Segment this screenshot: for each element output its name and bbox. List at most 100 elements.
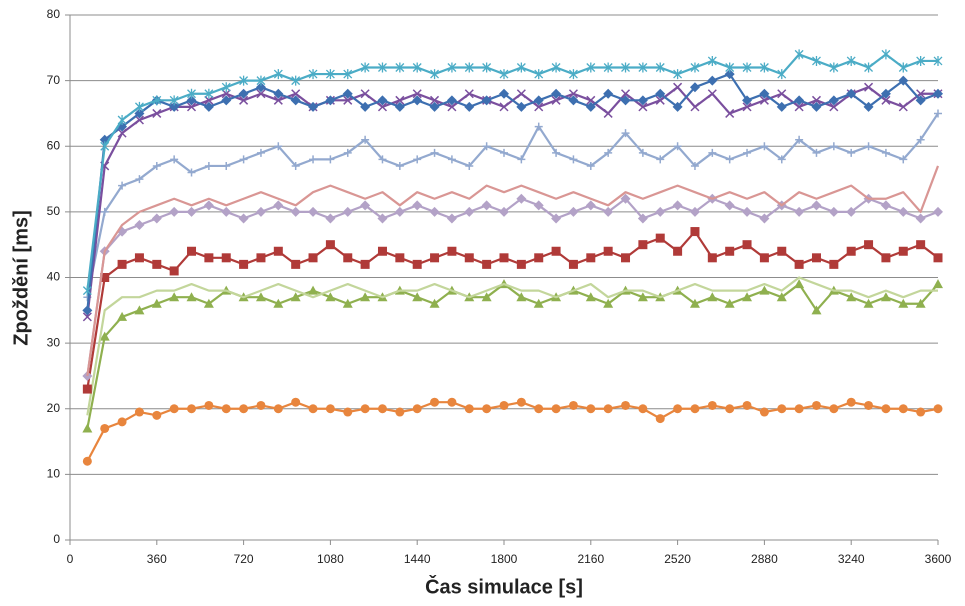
marker	[621, 129, 630, 138]
marker	[343, 253, 353, 263]
marker	[829, 404, 839, 414]
marker	[899, 155, 908, 164]
marker	[482, 142, 491, 151]
marker	[342, 206, 353, 217]
marker	[134, 220, 145, 230]
marker	[325, 213, 336, 224]
marker	[100, 141, 110, 152]
marker	[707, 55, 717, 66]
marker	[898, 298, 909, 308]
marker	[447, 102, 457, 112]
marker	[794, 102, 804, 112]
marker	[169, 404, 179, 414]
y-tick-label: 80	[47, 7, 61, 21]
marker	[898, 246, 908, 256]
marker	[707, 400, 717, 410]
marker	[360, 259, 370, 269]
marker	[273, 88, 284, 99]
marker	[916, 407, 926, 417]
marker	[915, 95, 926, 106]
marker	[864, 62, 874, 73]
marker	[343, 95, 353, 105]
marker	[620, 193, 631, 204]
marker	[360, 404, 370, 414]
marker	[881, 49, 891, 60]
marker	[846, 88, 857, 99]
marker	[447, 246, 457, 256]
marker	[412, 292, 423, 302]
marker	[152, 95, 162, 106]
marker	[551, 213, 562, 224]
marker	[585, 292, 596, 302]
marker	[499, 206, 509, 217]
marker	[239, 75, 249, 86]
marker	[187, 246, 197, 256]
marker	[291, 259, 301, 269]
marker	[118, 181, 127, 190]
marker	[759, 285, 770, 295]
marker	[603, 206, 614, 217]
marker	[777, 69, 787, 80]
marker	[360, 101, 371, 112]
marker	[134, 253, 144, 263]
marker	[343, 148, 352, 157]
marker	[898, 206, 909, 217]
marker	[360, 89, 370, 99]
marker	[864, 142, 873, 151]
marker	[846, 206, 857, 217]
marker	[464, 101, 475, 112]
marker	[516, 397, 526, 407]
marker	[447, 397, 457, 407]
marker	[395, 95, 405, 105]
y-tick-label: 70	[47, 73, 61, 87]
marker	[203, 101, 214, 112]
marker	[777, 89, 787, 99]
marker	[429, 101, 440, 112]
marker	[863, 298, 874, 308]
marker	[568, 206, 579, 217]
marker	[847, 148, 856, 157]
marker	[464, 62, 474, 73]
marker	[916, 240, 926, 250]
marker	[603, 404, 613, 414]
marker	[255, 206, 266, 217]
marker	[152, 410, 162, 420]
marker	[915, 213, 926, 224]
y-tick-label: 20	[47, 401, 61, 415]
marker	[585, 101, 596, 112]
marker	[656, 155, 665, 164]
marker	[221, 206, 232, 217]
marker	[117, 417, 127, 427]
marker	[916, 135, 925, 144]
marker	[933, 206, 943, 217]
marker	[481, 95, 492, 106]
marker	[239, 155, 248, 164]
x-tick-label: 2880	[751, 552, 778, 566]
marker	[378, 155, 387, 164]
marker	[742, 292, 753, 302]
marker	[742, 62, 752, 73]
marker	[742, 206, 753, 217]
marker	[516, 62, 526, 73]
marker	[568, 400, 578, 410]
marker	[881, 253, 891, 263]
marker	[117, 259, 127, 269]
x-tick-label: 1800	[491, 552, 518, 566]
marker	[464, 89, 474, 99]
marker	[638, 148, 647, 157]
y-tick-label: 30	[47, 335, 61, 349]
marker	[413, 155, 422, 164]
marker	[516, 292, 527, 302]
marker	[811, 400, 821, 410]
marker	[187, 404, 197, 414]
marker	[933, 279, 943, 289]
series-line	[86, 53, 938, 291]
marker	[604, 148, 613, 157]
marker	[828, 95, 839, 106]
marker	[568, 259, 578, 269]
marker	[811, 200, 822, 211]
marker	[170, 155, 179, 164]
marker	[134, 305, 145, 315]
marker	[377, 95, 388, 106]
